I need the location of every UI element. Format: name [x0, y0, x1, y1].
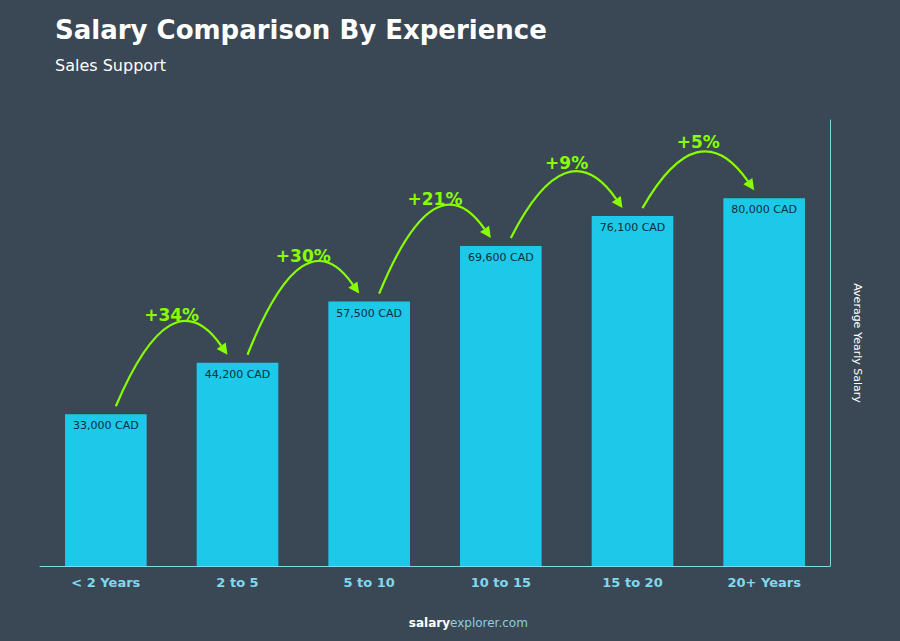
svg-text:+30%: +30% — [276, 246, 331, 266]
svg-text:69,600 CAD: 69,600 CAD — [468, 251, 534, 264]
svg-text:explorer.com: explorer.com — [450, 616, 528, 630]
svg-text:< 2 Years: < 2 Years — [71, 575, 140, 590]
svg-text:Salary Comparison By Experienc: Salary Comparison By Experience — [55, 15, 547, 45]
svg-text:+5%: +5% — [677, 132, 720, 152]
svg-text:76,100 CAD: 76,100 CAD — [600, 221, 666, 234]
svg-text:33,000 CAD: 33,000 CAD — [73, 419, 139, 432]
svg-text:Average Yearly Salary: Average Yearly Salary — [851, 283, 864, 403]
svg-text:salary: salary — [409, 616, 450, 630]
svg-text:+9%: +9% — [545, 153, 588, 173]
svg-text:15 to 20: 15 to 20 — [602, 575, 662, 590]
svg-text:57,500 CAD: 57,500 CAD — [336, 307, 402, 320]
svg-text:10 to 15: 10 to 15 — [471, 575, 531, 590]
svg-text:20+ Years: 20+ Years — [727, 575, 801, 590]
svg-text:80,000 CAD: 80,000 CAD — [731, 203, 797, 216]
svg-text:5 to 10: 5 to 10 — [343, 575, 394, 590]
svg-text:Sales Support: Sales Support — [55, 56, 166, 75]
svg-text:44,200 CAD: 44,200 CAD — [205, 368, 271, 381]
svg-text:2 to 5: 2 to 5 — [216, 575, 258, 590]
svg-text:+21%: +21% — [408, 189, 463, 209]
svg-text:+34%: +34% — [144, 305, 199, 325]
